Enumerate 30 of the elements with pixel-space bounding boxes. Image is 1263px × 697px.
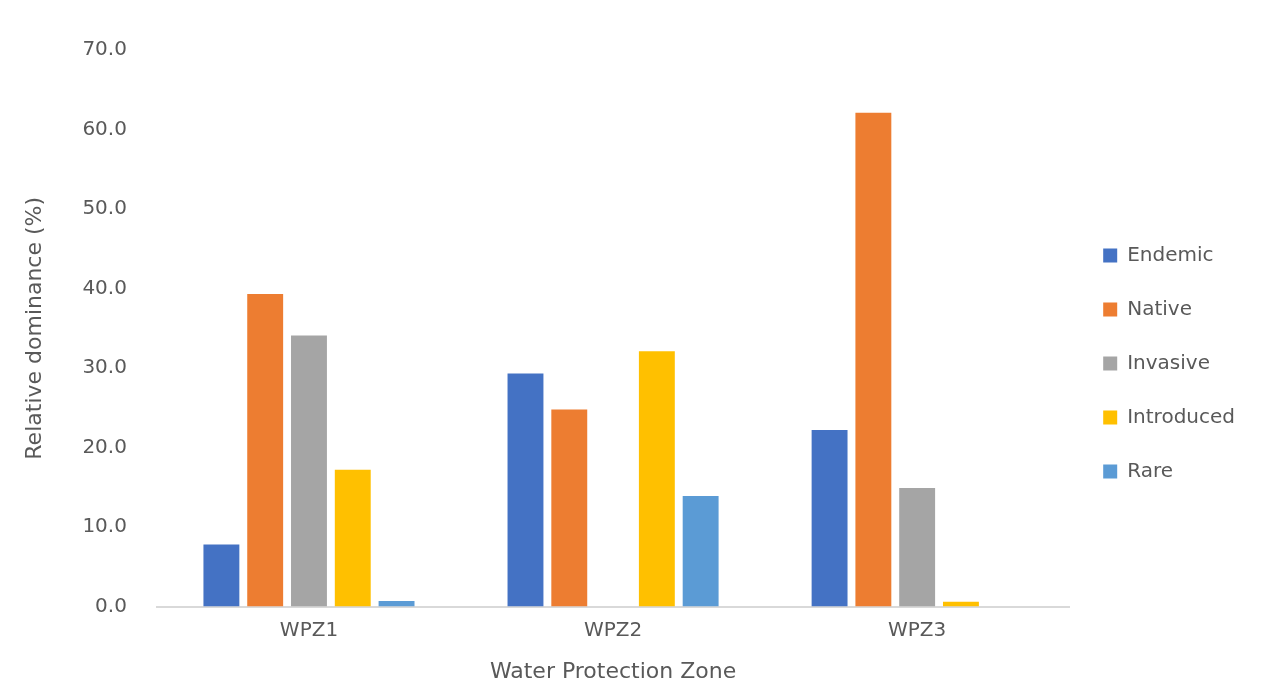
bar — [378, 601, 415, 607]
legend-label: Introduced — [1127, 403, 1236, 428]
bar — [899, 488, 936, 607]
bar — [811, 430, 848, 607]
y-tick-label: 70.0 — [82, 36, 127, 61]
legend-label: Rare — [1127, 457, 1174, 482]
y-tick-label: 10.0 — [82, 513, 127, 538]
bar — [507, 373, 544, 607]
y-tick-label: 0.0 — [95, 592, 127, 617]
bar — [247, 294, 284, 607]
y-tick-label: 20.0 — [82, 433, 127, 458]
bar — [334, 469, 371, 607]
bar — [682, 496, 719, 607]
x-tick-label: WPZ1 — [279, 616, 339, 641]
bar — [291, 335, 327, 607]
bar — [551, 409, 588, 607]
legend-label: Endemic — [1127, 241, 1214, 266]
x-axis-title: Water Protection Zone — [489, 657, 737, 683]
y-tick-label: 40.0 — [82, 274, 127, 299]
bar — [855, 112, 892, 607]
legend-label: Invasive — [1127, 349, 1210, 374]
x-tick-label: WPZ2 — [583, 616, 643, 641]
y-tick-label: 50.0 — [82, 195, 127, 220]
y-axis-title: Relative dominance (%) — [20, 196, 46, 460]
y-tick-label: 30.0 — [82, 354, 127, 379]
legend-label: Native — [1127, 295, 1192, 320]
x-tick-label: WPZ3 — [888, 616, 947, 641]
bar — [638, 351, 675, 607]
bar — [203, 544, 240, 607]
y-tick-label: 60.0 — [82, 115, 127, 140]
